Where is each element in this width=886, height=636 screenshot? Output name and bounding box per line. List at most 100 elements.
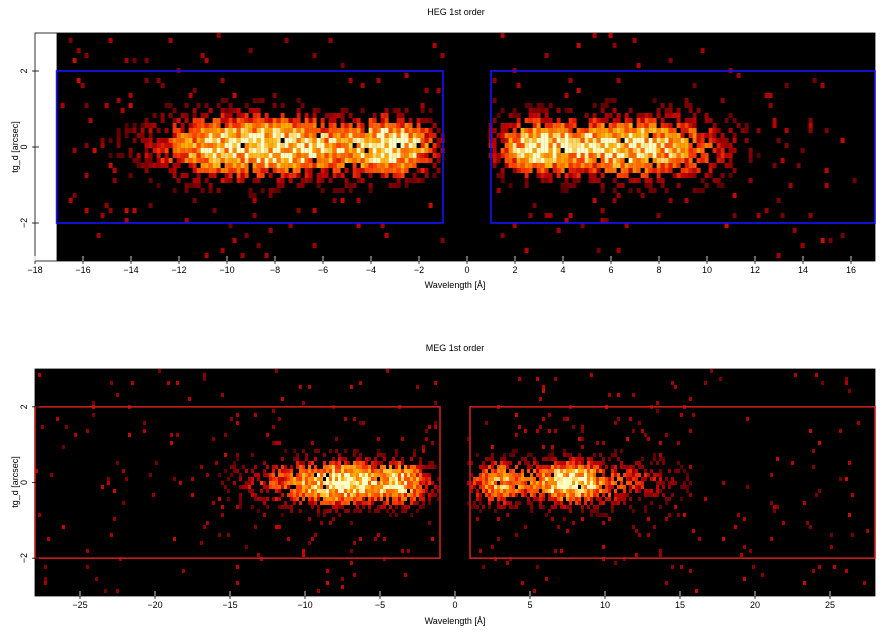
event-pixel <box>401 493 404 497</box>
event-pixel <box>629 481 632 485</box>
event-pixel <box>628 138 633 143</box>
event-pixel <box>376 123 381 128</box>
event-pixel <box>491 545 494 549</box>
event-pixel <box>599 501 602 505</box>
event-pixel <box>572 477 575 481</box>
event-pixel <box>323 453 326 457</box>
event-pixel <box>674 505 677 509</box>
event-pixel <box>508 133 513 138</box>
event-pixel <box>299 469 302 473</box>
event-pixel <box>556 158 561 163</box>
event-pixel <box>686 473 689 477</box>
event-pixel <box>524 248 529 253</box>
event-pixel <box>536 163 541 168</box>
event-pixel <box>200 138 205 143</box>
event-pixel <box>688 163 693 168</box>
event-pixel <box>628 133 633 138</box>
event-pixel <box>632 128 637 133</box>
event-pixel <box>224 98 229 103</box>
event-pixel <box>377 461 380 465</box>
event-pixel <box>388 148 393 153</box>
event-pixel <box>600 133 605 138</box>
event-pixel <box>284 133 289 138</box>
event-pixel <box>515 481 518 485</box>
event-pixel <box>688 118 693 123</box>
event-pixel <box>492 158 497 163</box>
event-pixel <box>551 445 554 449</box>
event-pixel <box>556 128 561 133</box>
event-pixel <box>671 493 674 497</box>
event-pixel <box>252 163 257 168</box>
heg-event-pixels <box>60 33 857 258</box>
event-pixel <box>344 477 347 481</box>
event-pixel <box>476 477 479 481</box>
event-pixel <box>530 485 533 489</box>
event-pixel <box>380 143 385 148</box>
event-pixel <box>425 429 428 433</box>
event-pixel <box>500 457 503 461</box>
event-pixel <box>312 133 317 138</box>
event-pixel <box>485 457 488 461</box>
event-pixel <box>347 485 350 489</box>
event-pixel <box>364 163 369 168</box>
event-pixel <box>608 153 613 158</box>
event-pixel <box>329 509 332 513</box>
event-pixel <box>424 158 429 163</box>
event-pixel <box>408 148 413 153</box>
event-pixel <box>424 148 429 153</box>
event-pixel <box>431 537 434 541</box>
x-tick-label: 5 <box>527 600 532 610</box>
event-pixel <box>332 489 335 493</box>
event-pixel <box>353 473 356 477</box>
event-pixel <box>652 153 657 158</box>
event-pixel <box>708 133 713 138</box>
event-pixel <box>548 103 553 108</box>
event-pixel <box>620 153 625 158</box>
event-pixel <box>575 465 578 469</box>
event-pixel <box>380 485 383 489</box>
event-pixel <box>425 465 428 469</box>
event-pixel <box>311 505 314 509</box>
event-pixel <box>188 138 193 143</box>
event-pixel <box>392 148 397 153</box>
event-pixel <box>719 377 722 381</box>
event-pixel <box>568 133 573 138</box>
x-tick-label: 20 <box>750 600 760 610</box>
event-pixel <box>284 477 287 481</box>
event-pixel <box>536 497 539 501</box>
event-pixel <box>551 489 554 493</box>
event-pixel <box>208 148 213 153</box>
event-pixel <box>539 493 542 497</box>
event-pixel <box>312 243 317 248</box>
event-pixel <box>264 168 269 173</box>
event-pixel <box>182 569 185 573</box>
event-pixel <box>628 178 633 183</box>
event-pixel <box>584 163 589 168</box>
event-pixel <box>668 469 671 473</box>
x-tick-label: −2 <box>414 265 424 275</box>
event-pixel <box>256 123 261 128</box>
event-pixel <box>656 461 659 465</box>
event-pixel <box>410 497 413 501</box>
event-pixel <box>656 138 661 143</box>
event-pixel <box>500 477 503 481</box>
event-pixel <box>617 497 620 501</box>
event-pixel <box>180 153 185 158</box>
event-pixel <box>672 148 677 153</box>
y-tick-label: −2 <box>19 218 29 228</box>
event-pixel <box>317 509 320 513</box>
event-pixel <box>204 153 209 158</box>
event-pixel <box>348 133 353 138</box>
event-pixel <box>335 449 338 453</box>
event-pixel <box>470 505 473 509</box>
event-pixel <box>360 108 365 113</box>
event-pixel <box>641 429 644 433</box>
event-pixel <box>590 457 593 461</box>
event-pixel <box>368 158 373 163</box>
event-pixel <box>647 533 650 537</box>
x-tick-label: 12 <box>750 265 760 275</box>
event-pixel <box>360 138 365 143</box>
event-pixel <box>276 188 281 193</box>
event-pixel <box>413 497 416 501</box>
event-pixel <box>332 477 335 481</box>
